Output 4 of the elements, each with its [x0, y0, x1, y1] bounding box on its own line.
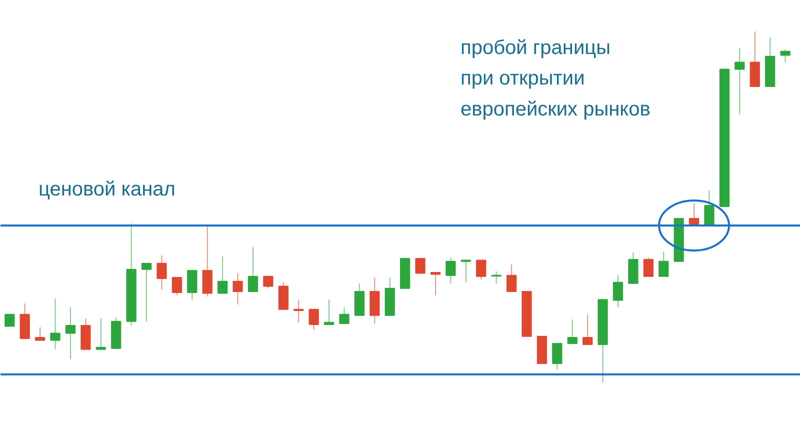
- candlestick: [4, 314, 15, 327]
- annotation: пробой границы при открытии европейских рынков: [460, 36, 650, 120]
- candlestick: [415, 258, 426, 274]
- annotation: ценовой канал: [38, 178, 176, 200]
